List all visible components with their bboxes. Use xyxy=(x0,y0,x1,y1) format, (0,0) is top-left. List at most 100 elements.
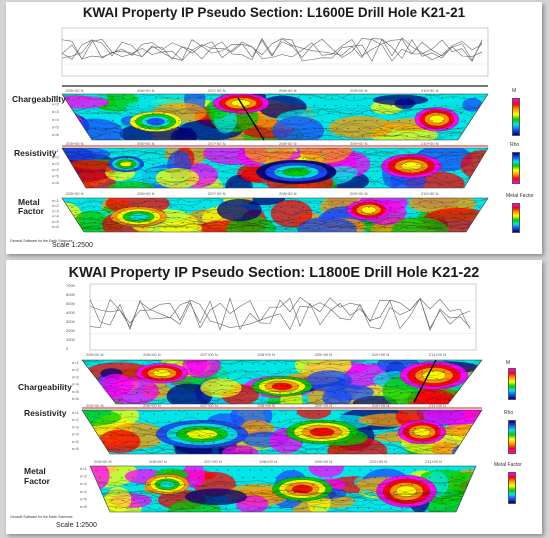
contour-line xyxy=(90,488,476,496)
data-point xyxy=(287,499,289,501)
data-point xyxy=(242,435,244,437)
data-point xyxy=(375,151,377,153)
data-point xyxy=(189,217,191,219)
color-patch xyxy=(468,436,482,454)
data-point xyxy=(86,211,88,213)
data-point xyxy=(394,164,396,166)
station-label: 207+00 N xyxy=(208,88,226,93)
data-point xyxy=(224,442,226,444)
station-label: 210+00 N xyxy=(370,459,388,464)
n-level-label: n=3 xyxy=(80,481,88,486)
data-point xyxy=(417,413,419,415)
data-point xyxy=(87,135,89,137)
data-point xyxy=(401,507,403,509)
data-point xyxy=(228,449,230,451)
data-point xyxy=(173,399,175,401)
data-point xyxy=(235,442,237,444)
data-point xyxy=(67,201,69,203)
data-point xyxy=(334,484,336,486)
data-point xyxy=(67,151,69,153)
data-point xyxy=(142,363,144,365)
station-label: 208+00 N xyxy=(279,191,297,196)
data-point xyxy=(416,164,418,166)
data-point xyxy=(207,112,209,114)
data-point xyxy=(209,435,211,437)
data-point xyxy=(226,127,228,129)
data-point xyxy=(422,392,424,394)
data-point xyxy=(181,157,183,159)
data-point xyxy=(389,442,391,444)
contour-line xyxy=(62,158,488,166)
data-point xyxy=(351,183,353,185)
data-point xyxy=(252,227,254,229)
data-point xyxy=(387,120,389,122)
contour-line xyxy=(82,382,482,390)
data-point xyxy=(123,217,125,219)
data-point xyxy=(446,222,448,224)
data-point xyxy=(264,385,266,387)
data-point xyxy=(156,120,158,122)
data-point xyxy=(433,442,435,444)
data-point xyxy=(137,157,139,159)
data-point xyxy=(205,469,207,471)
data-point xyxy=(129,399,131,401)
n-level-label: n=4 xyxy=(72,382,80,387)
data-point xyxy=(453,120,455,122)
data-point xyxy=(283,399,285,401)
contour-line xyxy=(62,215,488,224)
data-point xyxy=(457,127,459,129)
data-point xyxy=(215,222,217,224)
data-point xyxy=(203,157,205,159)
data-point xyxy=(140,492,142,494)
data-point xyxy=(328,164,330,166)
color-patch xyxy=(372,94,429,106)
data-point xyxy=(362,183,364,185)
data-point xyxy=(400,392,402,394)
data-point xyxy=(275,477,277,479)
data-point xyxy=(373,363,375,365)
contour-line xyxy=(62,166,488,175)
data-point xyxy=(204,222,206,224)
data-point xyxy=(271,377,273,379)
data-point xyxy=(297,477,299,479)
data-point xyxy=(339,164,341,166)
station-label: 206+00 N xyxy=(149,459,167,464)
data-point xyxy=(368,206,370,208)
data-point xyxy=(163,211,165,213)
data-point xyxy=(427,112,429,114)
data-point xyxy=(219,183,221,185)
data-point xyxy=(173,492,175,494)
data-point xyxy=(166,151,168,153)
data-point xyxy=(442,217,444,219)
data-point xyxy=(215,177,217,179)
data-point xyxy=(254,97,256,99)
data-point xyxy=(107,399,109,401)
data-point xyxy=(373,413,375,415)
data-point xyxy=(182,127,184,129)
data-point xyxy=(137,105,139,107)
data-point xyxy=(251,112,253,114)
data-point xyxy=(454,370,456,372)
color-patch xyxy=(437,424,482,437)
data-point xyxy=(402,127,404,129)
station-label: 206+00 N xyxy=(143,403,161,408)
data-point xyxy=(349,449,351,451)
data-point xyxy=(329,363,331,365)
data-point xyxy=(214,507,216,509)
data-point xyxy=(116,177,118,179)
data-point xyxy=(198,435,200,437)
data-point xyxy=(287,201,289,203)
data-point xyxy=(404,399,406,401)
color-patch xyxy=(170,128,196,140)
data-point xyxy=(439,413,441,415)
data-point xyxy=(229,112,231,114)
data-point xyxy=(471,211,473,213)
data-point xyxy=(413,222,415,224)
data-point xyxy=(404,492,406,494)
data-point xyxy=(439,183,441,185)
data-point xyxy=(174,164,176,166)
data-point xyxy=(337,469,339,471)
data-point xyxy=(435,222,437,224)
data-point xyxy=(427,164,429,166)
data-point xyxy=(103,484,105,486)
